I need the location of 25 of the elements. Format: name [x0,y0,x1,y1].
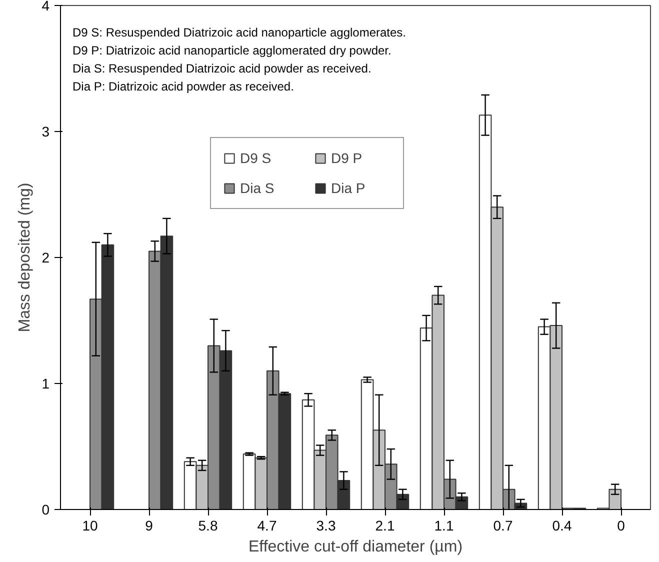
annotation: Dia S: Resuspended Diatrizoic acid powder as received. [72,62,372,76]
annotation: Dia P: Diatrizoic acid powder as received. [72,80,294,94]
y-axis-title: Mass deposited (mg) [16,182,34,332]
x-tick-label: 9 [145,518,154,534]
y-tick-label: 0 [42,502,50,518]
annotation: D9 P: Diatrizoic acid nanoparticle agglomerated dry powder. [72,44,392,58]
x-tick-label: 5.8 [198,518,218,534]
annotation: D9 S: Resuspended Diatrizoic acid nanoparticle agglomerates. [72,26,406,40]
y-tick-label: 1 [42,376,50,392]
y-tick-label: 2 [42,250,50,266]
y-tick-label: 4 [42,0,50,14]
legend-label: Dia P [331,180,366,196]
x-tick-label: 0.7 [493,518,513,534]
legend-label: D9 S [240,150,272,166]
x-tick-label: 3.3 [316,518,336,534]
x-axis-title: Effective cut-off diameter (µm) [248,538,463,556]
x-tick-label: 0 [617,518,626,534]
x-tick-label: 10 [82,518,98,534]
x-tick-label: 1.1 [434,518,454,534]
x-tick-label: 4.7 [257,518,277,534]
x-tick-label: 2.1 [375,518,395,534]
legend-label: D9 P [331,150,364,166]
x-tick-label: 0.4 [552,518,572,534]
legend-label: Dia S [240,180,276,196]
y-tick-label: 3 [42,124,50,140]
